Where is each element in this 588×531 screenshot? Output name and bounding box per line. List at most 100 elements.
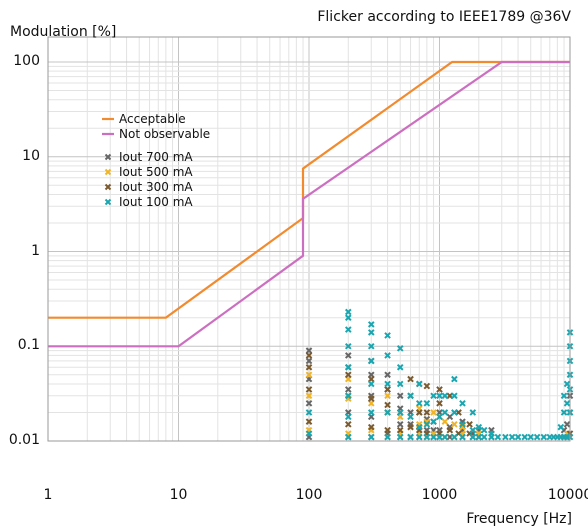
limit-line [48,60,570,348]
data-point [305,371,313,379]
data-point [563,399,571,407]
data-point [305,386,313,393]
data-point [367,357,375,365]
data-point [384,426,391,434]
data-point [451,392,458,400]
data-point [344,371,352,379]
line-layer [48,60,570,348]
data-point [423,399,431,407]
data-point [367,433,375,441]
data-point [436,433,443,441]
data-point [533,433,541,441]
legend-label: Iout 100 mA [119,195,193,209]
data-point [384,352,391,359]
data-point [384,371,391,379]
data-point [367,395,375,402]
data-point [407,375,414,383]
data-point [305,352,313,359]
data-point [475,423,483,431]
data-point [396,345,404,352]
legend-label: Not observable [119,127,210,141]
legend-marker [104,168,112,176]
data-point [367,380,375,388]
data-point [451,409,458,416]
legend-label: Iout 700 mA [119,150,193,164]
data-point [508,433,516,441]
data-point [430,433,437,441]
data-point [560,392,568,400]
y-tick-label: 0.01 [8,432,40,448]
data-point [407,413,414,421]
data-point [540,433,548,441]
data-point [480,433,488,441]
data-point [480,426,488,434]
data-point [451,433,458,441]
data-point [415,380,423,388]
data-point [466,421,473,428]
data-point [384,386,391,393]
data-point [305,399,313,407]
data-point [305,357,313,365]
x-tick-label: 1 [43,487,53,503]
data-point [305,409,313,416]
data-point [384,392,391,400]
x-tick-label: 10000 [547,487,588,503]
y-tick-label: 1 [31,242,40,259]
data-point [560,409,568,416]
data-point [344,308,352,316]
legend-label: Iout 300 mA [119,180,193,194]
data-point [459,433,466,441]
y-tick-label: 0.1 [17,337,40,354]
data-point [469,409,477,416]
data-point [436,399,443,407]
data-point [384,332,391,339]
plot-frame [47,36,571,442]
data-point [344,326,352,333]
data-point [384,380,391,388]
data-point [367,409,375,416]
data-point [441,418,449,425]
data-point [430,392,437,400]
data-point [396,363,404,371]
data-point [415,423,423,431]
data-point [459,399,466,407]
data-point [407,423,414,431]
x-axis-label: Frequency [Hz] [466,511,572,527]
legend-label: Iout 500 mA [119,165,193,179]
data-point [344,314,352,322]
data-point [563,421,571,428]
data-point [423,382,431,390]
point-layer [305,308,574,441]
x-tick-label: 100 [295,487,323,503]
data-point [441,392,449,400]
legend-marker [104,198,112,206]
data-point [502,433,509,441]
data-point [396,392,404,400]
data-point [344,352,352,359]
data-point [423,433,431,441]
data-point [459,421,466,428]
data-point [494,433,502,441]
data-point [488,430,495,437]
data-point [367,423,375,431]
data-point [396,426,404,434]
data-point [344,342,352,350]
data-point [469,433,477,441]
data-point [384,401,391,409]
data-point [396,409,404,416]
data-point [415,409,423,416]
data-point [384,433,391,441]
data-point [344,433,352,441]
legend-marker [104,183,112,191]
limit-line [48,60,570,319]
data-point [305,430,313,437]
y-tick-label: 10 [22,147,40,164]
data-point [344,363,352,371]
data-point [344,392,352,400]
data-point [475,433,483,441]
x-tick-label: 10 [169,487,188,503]
data-point [527,433,535,441]
